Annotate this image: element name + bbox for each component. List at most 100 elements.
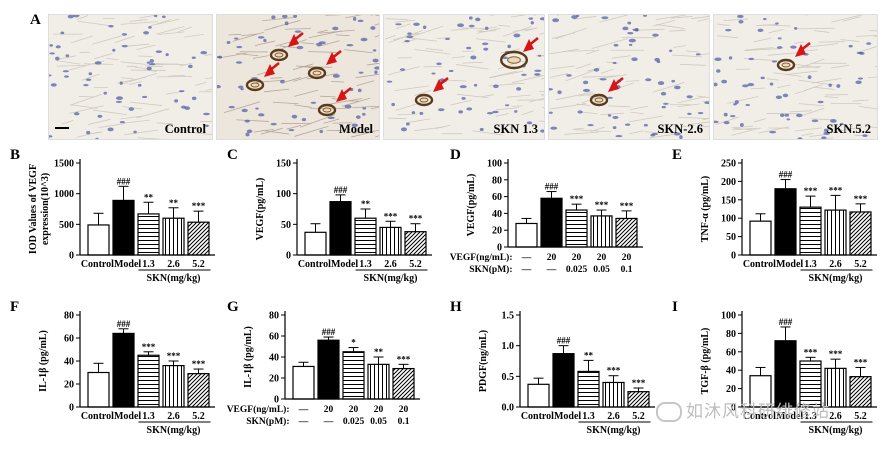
significance-mark: ***: [142, 342, 156, 352]
tissue-image: [384, 15, 544, 139]
x-group-label: SKN(mg/kg): [147, 273, 201, 284]
nucleus: [271, 123, 277, 126]
x-tick-label: ControlModel: [743, 259, 804, 270]
bar: [628, 392, 649, 407]
nucleus: [566, 74, 572, 77]
nucleus: [255, 108, 259, 110]
micrograph-skn-1-3: SKN 1.3: [383, 14, 545, 140]
y-tick-label: 1.0: [502, 341, 515, 352]
significance-mark: ***: [854, 194, 868, 204]
x-group-label: SKN(mg/kg): [809, 425, 863, 436]
nucleus: [612, 116, 618, 119]
bar: [88, 225, 109, 255]
nucleus: [858, 77, 863, 79]
nucleus: [534, 73, 540, 76]
nucleus: [436, 62, 441, 65]
row-value: 20: [399, 405, 409, 415]
nucleus: [407, 32, 412, 34]
y-tick-label: 20: [64, 380, 74, 391]
y-axis-label: IL-1β (pg/mL): [243, 326, 254, 388]
nucleus: [505, 104, 509, 106]
nucleus: [332, 27, 338, 31]
y-tick-label: 0: [69, 251, 74, 262]
y-tick-label: 100: [721, 311, 736, 322]
significance-mark: ***: [829, 185, 843, 195]
row-value: 20: [622, 253, 632, 263]
micrograph-skn-2-6: SKN-2.6: [548, 14, 710, 140]
nucleus: [150, 59, 154, 63]
nucleus: [812, 120, 819, 123]
nucleus: [192, 97, 197, 100]
nucleus: [729, 56, 732, 59]
nucleus: [482, 42, 488, 45]
nucleus: [627, 22, 631, 25]
nucleus: [784, 114, 789, 117]
nucleus: [419, 112, 423, 115]
bar: [88, 373, 109, 408]
nucleus: [271, 15, 275, 19]
bar: [138, 214, 159, 255]
nucleus: [748, 58, 754, 60]
bar: [850, 212, 871, 255]
nucleus: [120, 81, 123, 85]
y-tick-label: 40: [64, 357, 74, 368]
panel-letter: H: [450, 299, 462, 315]
nucleus: [594, 68, 599, 72]
nucleus: [776, 95, 782, 98]
nucleus: [687, 95, 693, 98]
nucleus: [292, 115, 297, 119]
nucleus: [373, 49, 377, 51]
nucleus: [227, 41, 231, 44]
nucleus: [780, 114, 784, 117]
bar: [355, 218, 376, 255]
row-label: SKN(pM):: [469, 264, 512, 275]
nucleus: [401, 127, 407, 131]
nucleus: [245, 120, 250, 123]
row-value: —: [521, 253, 532, 263]
nucleus: [234, 37, 238, 39]
row-value: 20: [597, 253, 607, 263]
nucleus: [356, 115, 361, 119]
nucleus: [629, 39, 636, 43]
y-tick-label: 80: [492, 175, 502, 186]
nucleus: [247, 129, 253, 133]
y-tick-label: 100: [276, 189, 291, 200]
bar: [825, 210, 846, 255]
y-tick-label: 40: [726, 366, 736, 377]
nucleus: [358, 89, 362, 93]
nucleus: [311, 102, 317, 104]
nucleus: [761, 77, 765, 80]
y-tick-label: 20: [269, 374, 279, 385]
significance-mark: ***: [595, 200, 609, 210]
tissue-image: [49, 15, 212, 139]
significance-mark: ###: [117, 176, 131, 186]
nucleus: [297, 46, 304, 49]
vessel-lumen: [420, 98, 428, 102]
tissue-image: [217, 15, 379, 139]
nucleus: [487, 112, 493, 114]
nucleus: [374, 70, 377, 74]
nucleus: [485, 27, 489, 30]
nucleus: [613, 126, 617, 129]
nucleus: [614, 44, 619, 47]
x-tick-label: 2.6: [607, 411, 620, 422]
bar: [330, 202, 351, 255]
watermark-text: 如沐风科研绯修站: [686, 402, 830, 422]
row-value: 0.1: [398, 417, 410, 427]
significance-mark: ***: [632, 378, 646, 388]
nucleus: [615, 135, 622, 137]
nucleus: [236, 46, 242, 48]
row-value: 20: [547, 253, 557, 263]
nucleus: [245, 133, 249, 137]
y-tick-label: 150: [721, 195, 736, 206]
nucleus: [319, 130, 323, 133]
vessel-lumen: [251, 83, 259, 87]
tissue-background: [49, 15, 212, 139]
nucleus: [716, 69, 720, 72]
nucleus: [534, 70, 541, 72]
y-tick-label: 100: [487, 159, 502, 170]
y-tick-label: 0: [69, 403, 74, 414]
tissue-image: [549, 15, 709, 139]
nucleus: [583, 81, 588, 85]
